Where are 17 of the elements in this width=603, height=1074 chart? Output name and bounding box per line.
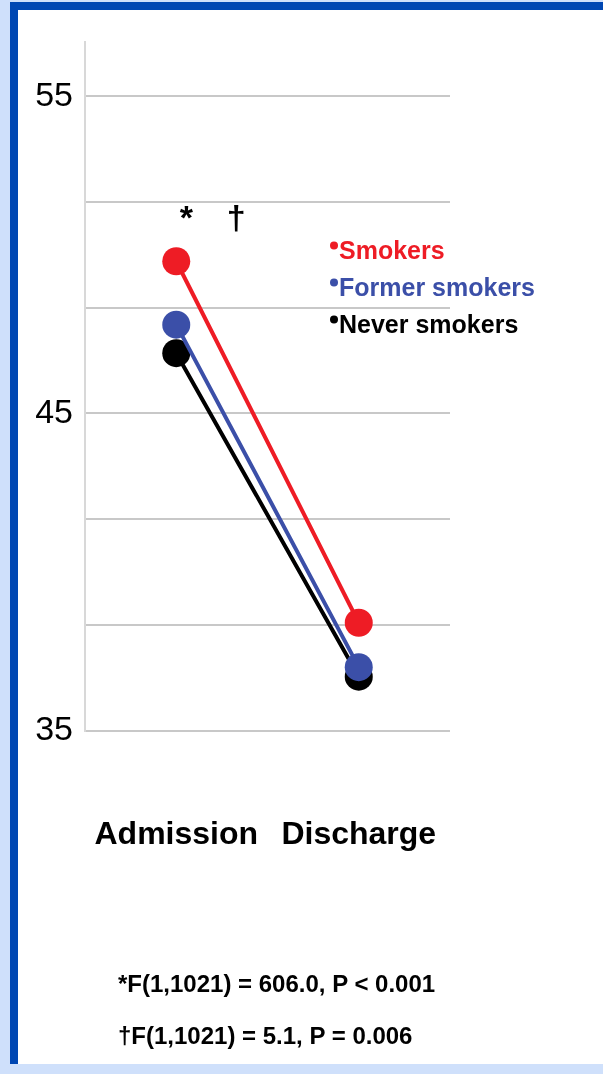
point	[162, 310, 191, 339]
y-tick-label: 55	[35, 74, 73, 113]
point	[162, 247, 191, 276]
text: †F(1,1021) = 5.1, P = 0.006	[118, 1021, 413, 1049]
x-tick-label: Discharge	[281, 814, 437, 851]
point	[344, 608, 373, 637]
y-tick-label: 35	[35, 708, 73, 747]
annotation: †	[226, 197, 246, 236]
legend-label: Never smokers	[339, 310, 519, 339]
x-tick-label: Admission	[94, 814, 259, 851]
annotation: *	[179, 197, 194, 236]
y-tick-label: 45	[35, 391, 73, 430]
text: *F(1,1021) = 606.0, P < 0.001	[118, 969, 436, 997]
point	[162, 339, 191, 368]
point	[344, 653, 373, 682]
legend-label: Smokers	[339, 236, 445, 265]
legend-label: Former smokers	[339, 273, 535, 302]
